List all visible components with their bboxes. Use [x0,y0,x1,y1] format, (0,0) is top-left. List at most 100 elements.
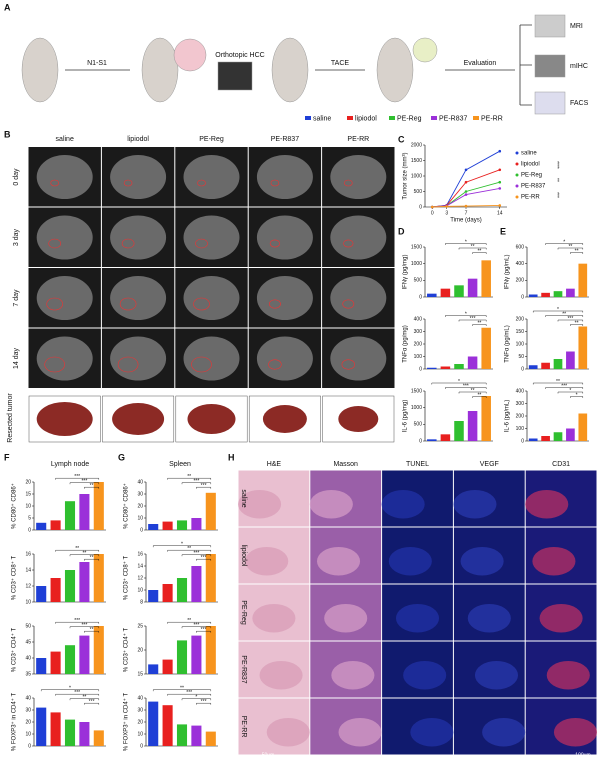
y-tick-label: 25 [137,623,143,629]
sig-label: ** [477,321,481,327]
sig-bracket [472,324,487,326]
sig-label: ** [568,244,572,250]
bar [467,356,478,369]
y-tick-label: 1500 [411,388,422,394]
bar [541,362,550,369]
y-tick-label: 10 [25,731,31,737]
y-tick-label: 10 [25,503,31,509]
mihc-icon [534,54,566,78]
y-axis-label: % FOXP3⁺ in CD4⁺ T [123,693,130,752]
sig-bracket [533,310,583,313]
point [498,168,502,172]
y-tick-label: 20 [25,479,31,485]
tumor-outline [191,356,212,373]
y-tick-label: 500 [414,189,423,195]
point [498,180,502,184]
step-label: Orthotopic HCC [215,52,264,59]
bar [566,428,575,441]
column-label: Masson [333,461,358,468]
mri-slice [110,336,167,381]
y-tick-label: 40 [25,695,31,701]
tumor-photo [112,403,165,435]
sig-bracket [196,559,211,561]
sig-bracket [570,324,583,326]
row-label: PE-R837 [240,655,247,684]
sig-label: *** [201,483,207,489]
sig-bracket [472,396,487,398]
tumor-outline [46,297,64,311]
stain-region [553,717,597,747]
bar [64,501,76,530]
bar [553,291,563,297]
y-tick-label: 14 [25,567,31,573]
sig-bracket [545,243,583,245]
stain-region [410,717,454,747]
scale-bar-label: 50μm [262,752,275,758]
sig-bracket [533,382,583,385]
y-tick-label: 30 [25,707,31,713]
sig-bracket [167,478,211,480]
y-tick-label: 20 [137,503,143,509]
y-tick-label: 16 [137,551,143,557]
y-tick-label: 0 [521,438,524,444]
bar [50,712,61,746]
point [464,193,468,196]
line [432,169,500,208]
sig-label: ** [556,379,560,385]
y-axis-label: % FOXP3⁺ in CD4⁺ T [11,693,18,752]
mri-slice [330,215,387,260]
sig-label: ** [180,686,184,692]
legend-label: PE-RR [481,115,503,122]
mri-slice [183,215,240,260]
row-label: 0 day [13,168,20,186]
sig-bracket [41,689,99,692]
y-tick-label: 10 [25,599,31,605]
y-tick-label: 8 [140,599,143,605]
y-tick-label: 1000 [411,261,422,267]
panel-letter: A [4,2,11,12]
point [464,168,468,172]
sig-label: ** [187,618,191,624]
sig-bracket [167,622,211,624]
row-label: 7 day [13,289,20,307]
y-axis-label: IFNγ (pg/mg) [403,254,409,289]
sig-bracket [570,252,583,254]
point [498,187,502,190]
y-tick-label: 0 [419,204,422,210]
panel-title: Spleen [169,461,191,468]
method-label: mIHC [570,63,588,70]
bar [454,285,464,297]
legend-label: saline [521,151,537,157]
point [498,204,502,207]
y-tick-label: 0 [419,438,422,444]
x-tick-label: 7 [465,210,468,216]
legend-swatch [473,116,479,120]
bar [566,288,575,297]
panel-letter: H [228,452,235,462]
y-tick-label: 20 [137,647,143,653]
mri-slice [256,276,313,320]
bar [566,351,575,369]
sig-label: **** [554,161,560,169]
sig-label: *** [201,699,207,705]
sig-label: *** [201,627,207,633]
y-tick-label: 500 [414,422,423,428]
sig-bracket [545,315,583,317]
y-tick-label: 150 [516,329,525,335]
sig-label: *** [74,618,80,624]
sig-label: ** [575,321,579,327]
sig-bracket [84,703,99,705]
sig-label: ** [477,393,481,399]
tumor-outline [268,299,281,309]
tumor-outline [119,297,137,311]
y-tick-label: 40 [137,695,143,701]
sig-label: *** [74,690,80,696]
bar [79,562,90,602]
bar [481,396,491,441]
legend-label: saline [313,115,331,122]
sig-bracket [69,482,99,485]
point [445,205,449,208]
sig-label: ** [90,627,94,633]
sig-bracket [196,631,211,633]
y-tick-label: 100 [414,354,423,360]
